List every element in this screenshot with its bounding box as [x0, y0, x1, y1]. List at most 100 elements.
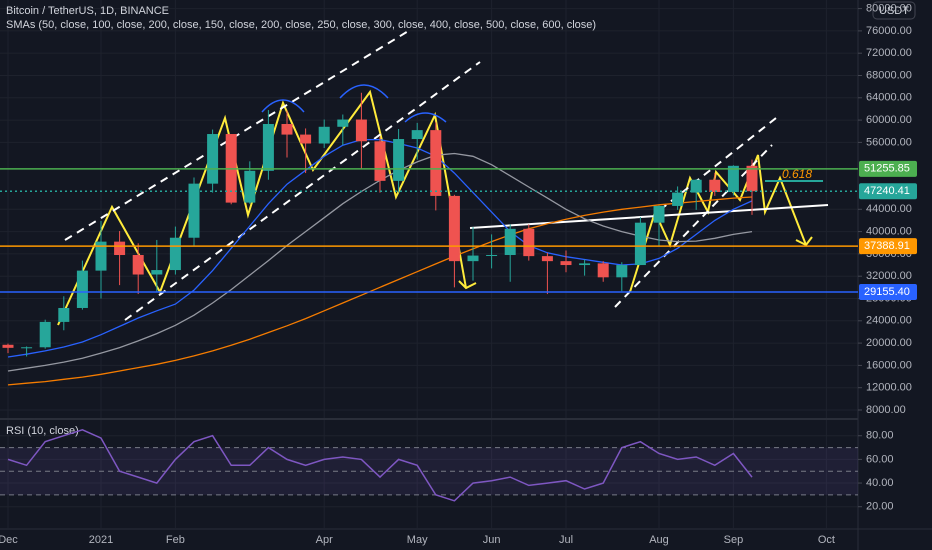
candle-body	[393, 139, 405, 181]
candle-body	[281, 123, 293, 135]
x-tick-label: Jun	[483, 534, 501, 546]
candle-body	[337, 119, 349, 127]
arrow-head	[795, 236, 813, 247]
candle-body	[672, 192, 684, 206]
y-tick-label: 80000.00	[866, 2, 912, 14]
currency-button[interactable]	[872, 1, 916, 20]
candle-body	[448, 195, 460, 262]
fib-label: 0.618	[782, 167, 812, 181]
price-level-label: 51255.85	[864, 163, 910, 175]
y-tick-label: 68000.00	[866, 69, 912, 81]
x-tick-label: Apr	[316, 534, 333, 546]
y-tick-label: 56000.00	[866, 136, 912, 148]
price-level-label: 47240.41	[864, 185, 910, 197]
candle-body	[634, 222, 646, 266]
candle-body	[355, 119, 367, 142]
chart-title: Bitcoin / TetherUS, 1D, BINANCE	[6, 5, 169, 17]
y-tick-label: 8000.00	[866, 404, 906, 416]
x-tick-label: Feb	[166, 534, 185, 546]
candle-body	[21, 347, 33, 349]
price-level-tag	[859, 284, 917, 301]
candle-body	[560, 261, 572, 266]
indicator-legend: SMAs (50, close, 100, close, 200, close,…	[6, 19, 596, 31]
moving-average-line	[7, 196, 753, 386]
x-tick-label: Jul	[559, 534, 573, 546]
y-tick-label: 20.00	[866, 501, 894, 513]
candle-body	[207, 134, 219, 184]
channel-line	[659, 117, 777, 211]
x-tick-label: Sep	[724, 534, 744, 546]
price-level-label: 29155.40	[864, 286, 910, 298]
candle-body	[58, 307, 70, 322]
y-tick-label: 60000.00	[866, 114, 912, 126]
candle-body	[709, 179, 721, 193]
y-tick-label: 24000.00	[866, 315, 912, 327]
candle-body	[690, 179, 702, 193]
candle-body	[188, 183, 200, 238]
y-tick-label: 32000.00	[866, 270, 912, 282]
zigzag-drawing	[57, 89, 467, 326]
channel-line	[614, 144, 773, 308]
price-level-tag	[859, 160, 917, 177]
candle-body	[132, 255, 144, 275]
x-tick-label: May	[407, 534, 428, 546]
candle-body	[262, 123, 274, 171]
x-tick-label: Aug	[649, 534, 669, 546]
candle-body	[39, 321, 51, 348]
rsi-line	[7, 428, 753, 502]
drawings	[57, 29, 829, 326]
candle-body	[95, 241, 107, 271]
candle-body	[746, 165, 758, 192]
candle-body	[486, 255, 498, 257]
candle-body	[430, 130, 442, 196]
y-tick-label: 40.00	[866, 477, 894, 489]
peak-arc	[261, 99, 305, 113]
y-tick-label: 40000.00	[866, 225, 912, 237]
candle-body	[579, 263, 591, 266]
y-tick-label: 72000.00	[866, 47, 912, 59]
channel-line	[124, 61, 481, 321]
candle-body	[2, 344, 14, 348]
candle-body	[318, 126, 330, 144]
zigzag-drawing	[629, 154, 807, 293]
candle-body	[169, 237, 181, 271]
price-level-label: 37388.91	[864, 240, 910, 252]
y-tick-label: 20000.00	[866, 337, 912, 349]
candle-body	[411, 130, 423, 140]
y-tick-label: 12000.00	[866, 382, 912, 394]
candle-body	[76, 270, 88, 308]
arrow-head	[458, 280, 477, 290]
candle-body	[727, 165, 739, 193]
candle-body	[523, 228, 535, 257]
peak-arc	[339, 84, 389, 99]
x-tick-label: Oct	[818, 534, 835, 546]
candle-body	[616, 265, 628, 278]
trend-line	[469, 204, 829, 229]
candle-body	[541, 256, 553, 262]
y-tick-label: 16000.00	[866, 359, 912, 371]
y-tick-label: 44000.00	[866, 203, 912, 215]
candle-body	[244, 170, 256, 203]
candle-body	[151, 270, 163, 275]
rsi-title: RSI (10, close)	[6, 425, 79, 437]
candle-body	[504, 228, 516, 256]
y-tick-label: 60.00	[866, 453, 894, 465]
candle-body	[374, 141, 386, 181]
candle-body	[300, 134, 312, 144]
price-level-tag	[859, 183, 917, 200]
candle-body	[597, 263, 609, 278]
candle-body	[114, 241, 126, 256]
x-tick-label: 2021	[89, 534, 113, 546]
grid-layer	[0, 0, 858, 528]
candle-body	[467, 255, 479, 262]
currency-label[interactable]: USDT	[879, 5, 909, 17]
candle-body	[653, 205, 665, 223]
channel-line	[64, 29, 411, 241]
y-tick-label: 76000.00	[866, 25, 912, 37]
x-tick-label: Dec	[0, 534, 18, 546]
price-level-tag	[859, 238, 917, 255]
y-tick-label: 80.00	[866, 430, 894, 442]
peak-arc	[404, 112, 447, 123]
